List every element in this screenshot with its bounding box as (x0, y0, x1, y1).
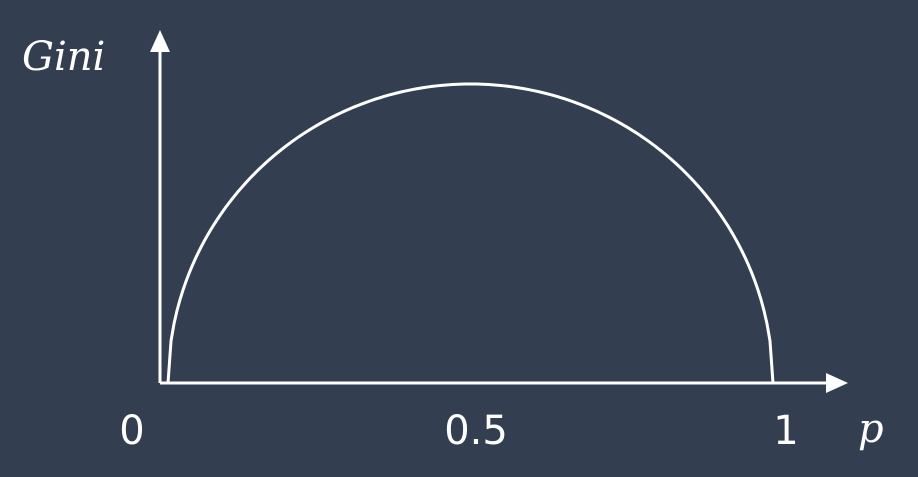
x-tick-label-1: 1 (773, 408, 798, 454)
x-axis-label: p (858, 406, 884, 452)
series-line-gini (166, 82, 775, 384)
y-axis-arrow-icon (150, 30, 170, 52)
y-axis-label: Gini (22, 34, 105, 80)
x-axis-arrow-icon (826, 373, 848, 393)
x-tick-label-0-5: 0.5 (444, 408, 508, 454)
x-tick-label-0: 0 (119, 408, 144, 454)
